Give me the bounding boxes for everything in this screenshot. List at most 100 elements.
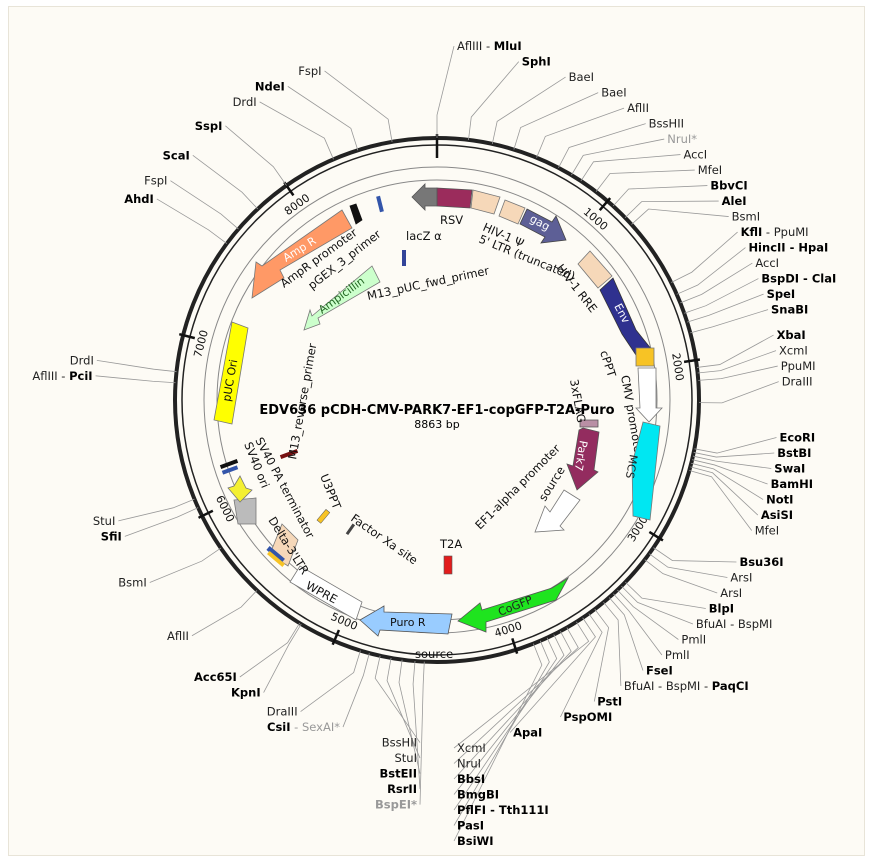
restriction-site-label[interactable]: AhdI xyxy=(124,192,154,206)
restriction-site-label[interactable]: BaeI xyxy=(569,70,594,84)
site-leader-line xyxy=(287,86,359,151)
site-leader-line xyxy=(694,437,777,454)
restriction-site-label[interactable]: CsiI - SexAI* xyxy=(267,720,340,734)
restriction-site-label[interactable]: PspOMI xyxy=(563,710,612,724)
restriction-site-label[interactable]: ArsI xyxy=(720,586,742,600)
restriction-site-label[interactable]: KpnI xyxy=(231,686,261,700)
restriction-site-label[interactable]: BbsI xyxy=(457,772,485,786)
m13-puc-fwd-label: M13_pUC_fwd_primer xyxy=(366,263,491,303)
u3ppt-label: U3PPT xyxy=(317,472,344,512)
restriction-site-label[interactable]: BssHII xyxy=(382,736,417,750)
restriction-site-label[interactable]: XbaI xyxy=(777,328,806,342)
restriction-site-label[interactable]: XcmI xyxy=(457,741,486,755)
restriction-site-label[interactable]: EcoRI xyxy=(779,431,815,445)
restriction-site-label[interactable]: RsrII xyxy=(387,782,417,796)
rsv-feature xyxy=(436,187,473,209)
hiv-psi-feature xyxy=(498,199,526,225)
restriction-site-label[interactable]: BfuAI - BspMI - PaqCI xyxy=(624,679,749,693)
restriction-site-label[interactable]: BstBI xyxy=(777,446,811,460)
restriction-site-label[interactable]: SfiI xyxy=(101,529,122,543)
restriction-site-label[interactable]: FseI xyxy=(646,664,673,678)
restriction-site-label[interactable]: StuI xyxy=(395,751,418,765)
site-leader-line xyxy=(192,155,259,210)
restriction-site-label[interactable]: BbvCI xyxy=(710,179,747,193)
restriction-site-label[interactable]: BssHII xyxy=(649,117,684,131)
inner-backbone-ring xyxy=(181,144,693,656)
restriction-site-label[interactable]: StuI xyxy=(93,514,116,528)
park7-feature xyxy=(566,427,600,491)
factor-xa-label: Factor Xa site xyxy=(348,511,420,567)
plasmid-title: EDV636 pCDH-CMV-PARK7-EF1-copGFP-T2A-Pur… xyxy=(259,403,614,418)
restriction-site-label[interactable]: DraIII xyxy=(782,375,813,389)
site-leader-line xyxy=(621,585,694,625)
restriction-site-label[interactable]: AflII xyxy=(627,101,649,115)
restriction-site-label[interactable]: SphI xyxy=(522,55,551,69)
site-leader-line xyxy=(118,498,195,522)
restriction-site-label[interactable]: HincII - HpaI xyxy=(748,241,828,255)
restriction-site-label[interactable]: DraIII xyxy=(267,705,298,719)
restriction-site-label[interactable]: Acc65I xyxy=(194,670,237,684)
restriction-site-label[interactable]: MfeI xyxy=(755,524,779,538)
restriction-site-label[interactable]: SpeI xyxy=(767,287,796,301)
restriction-site-label[interactable]: SwaI xyxy=(774,462,805,476)
restriction-site-label[interactable]: PasI xyxy=(457,819,484,833)
restriction-site-label[interactable]: PmlI xyxy=(665,648,690,662)
restriction-site-label[interactable]: NruI xyxy=(457,757,481,771)
restriction-site-label[interactable]: DrdI xyxy=(70,353,94,367)
restriction-site-label[interactable]: AsiSI xyxy=(761,508,793,522)
restriction-site-label[interactable]: MfeI xyxy=(698,163,722,177)
restriction-site-label[interactable]: Bsu36I xyxy=(739,555,783,569)
restriction-site-label[interactable]: BspDI - ClaI xyxy=(761,272,836,286)
restriction-site-label[interactable]: BmgBI xyxy=(457,788,499,802)
site-leader-line xyxy=(612,185,708,207)
restriction-site-label[interactable]: AccI xyxy=(755,256,779,270)
restriction-site-label[interactable]: KflI - PpuMI xyxy=(741,225,809,239)
restriction-site-label[interactable]: PstI xyxy=(597,695,622,709)
site-leader-line xyxy=(571,138,665,176)
restriction-site-label[interactable]: AflIII - PciI xyxy=(32,369,92,383)
restriction-site-label[interactable]: ArsI xyxy=(730,571,752,585)
restriction-site-label[interactable]: NdeI xyxy=(255,79,285,93)
restriction-site-label[interactable]: PpuMI xyxy=(781,359,816,373)
site-leader-line xyxy=(374,655,421,743)
restriction-site-label[interactable]: AleI xyxy=(722,194,747,208)
site-leader-line xyxy=(509,617,596,733)
restriction-site-label[interactable]: AflII xyxy=(167,629,189,643)
restriction-site-label[interactable]: BlpI xyxy=(709,602,734,616)
restriction-site-label[interactable]: BsiWI xyxy=(457,834,494,848)
restriction-site-label[interactable]: FspI xyxy=(144,174,167,188)
site-leader-line xyxy=(617,589,679,640)
sv40-small-marker xyxy=(219,459,239,469)
restriction-site-label[interactable]: SnaBI xyxy=(771,303,808,317)
restriction-site-label[interactable]: BsmI xyxy=(732,210,760,224)
restriction-site-label[interactable]: BsmI xyxy=(118,576,146,590)
restriction-site-label[interactable]: XcmI xyxy=(779,344,808,358)
site-leader-line xyxy=(96,359,177,373)
restriction-site-label[interactable]: AccI xyxy=(683,148,707,162)
site-leader-line xyxy=(693,452,775,458)
restriction-site-label[interactable]: BamHI xyxy=(771,477,813,491)
scale-tick-label: 2000 xyxy=(669,352,686,382)
restriction-site-label[interactable]: DrdI xyxy=(233,95,257,109)
site-leader-line xyxy=(170,180,239,230)
restriction-site-label[interactable]: BstEII xyxy=(379,767,417,781)
restriction-site-label[interactable]: BspEI* xyxy=(375,798,417,812)
restriction-site-label[interactable]: NruI* xyxy=(667,132,697,146)
restriction-site-label[interactable]: PmlI xyxy=(681,633,706,647)
restriction-site-label[interactable]: BaeI xyxy=(601,86,626,100)
restriction-site-label[interactable]: ApaI xyxy=(513,726,542,740)
restriction-site-label[interactable]: AflIII - MluI xyxy=(457,39,522,53)
restriction-site-label[interactable]: PflFI - Tth111I xyxy=(457,803,549,817)
sv40-ori-feature xyxy=(227,475,253,503)
restriction-site-label[interactable]: BfuAI - BspMI xyxy=(696,617,772,631)
site-leader-line xyxy=(613,593,663,656)
site-leader-line xyxy=(453,640,550,826)
restriction-site-label[interactable]: FspI xyxy=(298,64,321,78)
site-leader-line xyxy=(696,334,774,368)
site-leader-line xyxy=(386,657,421,759)
outer-backbone-ring xyxy=(173,136,701,664)
restriction-site-label[interactable]: SspI xyxy=(195,119,223,133)
restriction-site-label[interactable]: ScaI xyxy=(163,148,190,162)
sv40-small-marker-2 xyxy=(221,465,239,475)
restriction-site-label[interactable]: NotI xyxy=(766,493,793,507)
